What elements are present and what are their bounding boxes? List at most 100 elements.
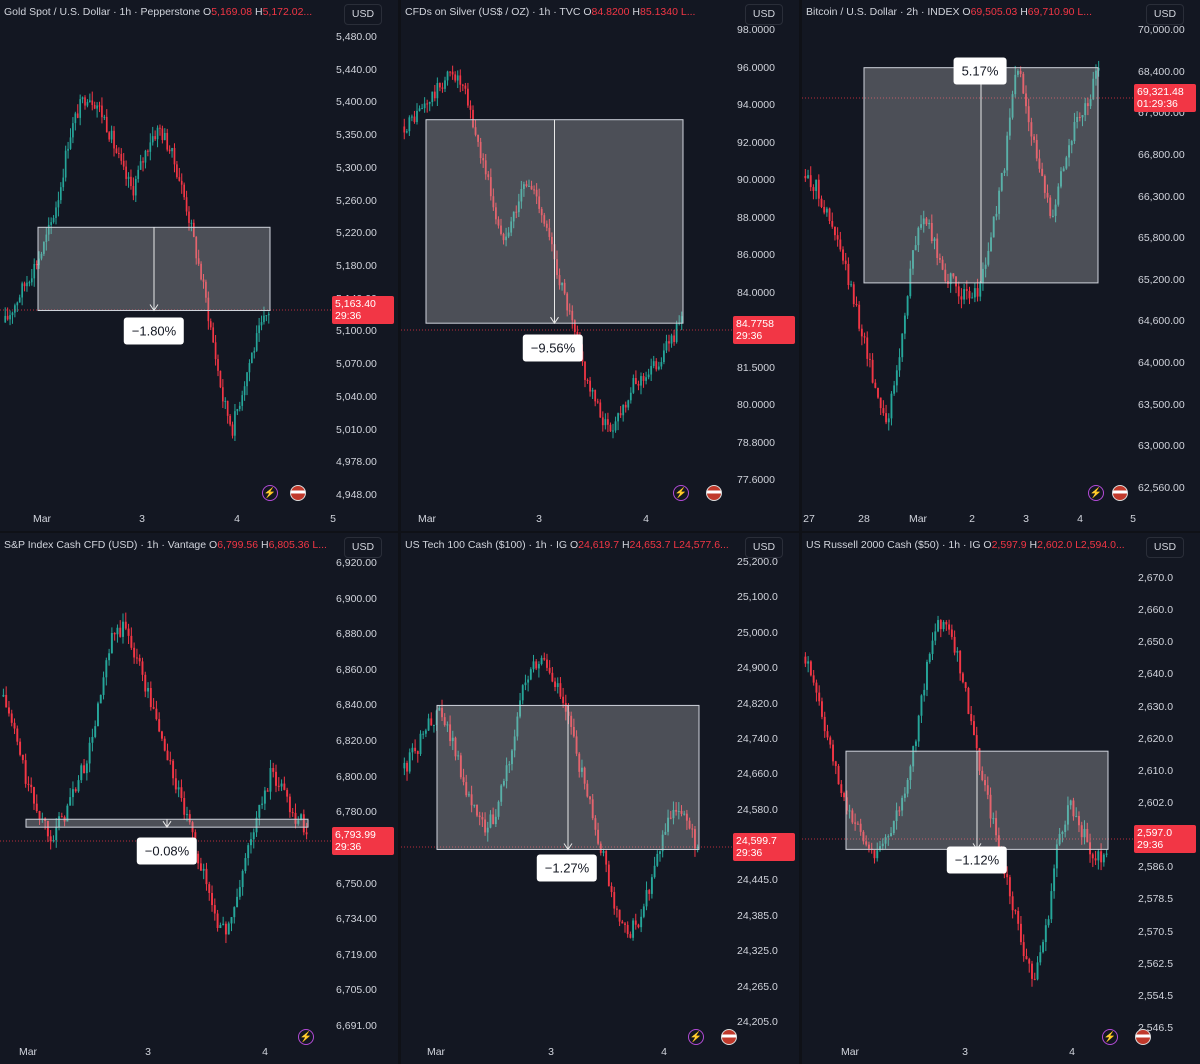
open-value: 24,619.7 — [578, 539, 620, 551]
symbol-header[interactable]: CFDs on Silver (US$ / OZ) · 1h · TVC O84… — [405, 6, 735, 18]
currency-button[interactable]: USD — [344, 4, 382, 25]
bolt-icon[interactable]: ⚡ — [673, 485, 689, 501]
candle-body — [428, 102, 431, 104]
candle-body — [46, 820, 49, 837]
currency-button[interactable]: USD — [344, 537, 382, 558]
current-price-tag: 6,793.99 29:36 — [332, 827, 394, 855]
symbol-header[interactable]: Bitcoin / U.S. Dollar · 2h · INDEX O69,5… — [806, 6, 1136, 18]
chart-panel-nasdaq[interactable]: US Tech 100 Cash ($100) · 1h · IG O24,61… — [401, 533, 799, 1064]
time-tick-label: Mar — [908, 513, 928, 525]
price-tick-label: 25,200.0 — [737, 556, 778, 568]
candles-plot[interactable] — [0, 0, 332, 510]
chart-panel-sp500[interactable]: S&P Index Cash CFD (USD) · 1h · Vantage … — [0, 533, 398, 1064]
candle-body — [967, 688, 970, 714]
price-axis[interactable]: 5,480.00 5,440.00 5,400.00 5,350.00 5,300.00… — [332, 0, 398, 531]
candle-body — [634, 920, 637, 925]
candle-body — [1092, 78, 1095, 100]
candle-body — [16, 728, 19, 742]
candles-plot[interactable] — [401, 533, 733, 1043]
us-flag-icon[interactable] — [1112, 485, 1128, 501]
candle-body — [207, 297, 210, 322]
chart-panel-silver[interactable]: CFDs on Silver (US$ / OZ) · 1h · TVC O84… — [401, 0, 799, 531]
candle-body — [21, 283, 23, 298]
currency-button[interactable]: USD — [1146, 537, 1184, 558]
high-label: H — [258, 539, 269, 551]
chart-panel-gold[interactable]: Gold Spot / U.S. Dollar · 1h · Peppersto… — [0, 0, 398, 531]
us-flag-icon[interactable] — [706, 485, 722, 501]
price-tick-label: 66,800.00 — [1138, 148, 1185, 161]
candle-body — [650, 366, 653, 375]
currency-button[interactable]: USD — [1146, 4, 1184, 25]
price-tick-label: 2,670.0 — [1138, 572, 1174, 584]
symbol-header[interactable]: S&P Index Cash CFD (USD) · 1h · Vantage … — [4, 539, 334, 551]
candle-body — [188, 211, 190, 223]
candle-body — [589, 796, 591, 800]
time-axis[interactable]: Mar 3 4 — [802, 1042, 1134, 1064]
symbol-header[interactable]: US Russell 2000 Cash ($50) · 1h · IG O2,… — [806, 539, 1136, 551]
time-tick-label: 3 — [962, 1046, 968, 1058]
candle-body — [127, 628, 130, 636]
candles-plot[interactable] — [0, 533, 332, 1043]
us-flag-icon[interactable] — [721, 1029, 737, 1045]
symbol-header[interactable]: Gold Spot / U.S. Dollar · 1h · Peppersto… — [4, 6, 334, 18]
candle-body — [222, 923, 225, 926]
price-tick-label: 5,180.00 — [336, 260, 377, 272]
candle-body — [1065, 157, 1068, 169]
price-axis[interactable]: 98.0000 96.0000 94.0000 92.0000 90.0000 88.00… — [733, 0, 799, 531]
bolt-icon[interactable]: ⚡ — [688, 1029, 704, 1045]
candle-body — [1060, 171, 1062, 187]
candle-body — [575, 736, 578, 754]
high-value: 2,602.0 L2,594.0... — [1037, 539, 1125, 551]
price-axis[interactable]: 2,670.0 2,660.0 2,650.0 2,640.0 2,630.0 2,620… — [1134, 533, 1200, 1064]
candle-body — [566, 293, 569, 311]
candle-body — [433, 91, 436, 99]
us-flag-icon[interactable] — [290, 485, 306, 501]
bolt-icon[interactable]: ⚡ — [1102, 1029, 1118, 1045]
candle-body — [52, 840, 55, 842]
bolt-icon[interactable]: ⚡ — [1088, 485, 1104, 501]
time-axis[interactable]: Mar 3 4 5 — [0, 509, 336, 531]
time-tick-label: Mar — [18, 1046, 38, 1058]
time-tick-label: 3 — [1023, 513, 1029, 525]
candles-plot[interactable] — [802, 533, 1134, 1043]
candles-plot[interactable] — [802, 0, 1134, 510]
candle-body — [255, 333, 258, 351]
candle-body — [166, 132, 169, 150]
candle-body — [842, 249, 844, 261]
candle-body — [1011, 896, 1014, 911]
candles-plot[interactable] — [401, 0, 733, 510]
candle-body — [607, 864, 610, 887]
us-flag-icon[interactable] — [1135, 1029, 1151, 1045]
price-tick-label: 24,820.0 — [737, 697, 778, 710]
candle-body — [478, 815, 481, 818]
chart-panel-bitcoin[interactable]: Bitcoin / U.S. Dollar · 2h · INDEX O69,5… — [802, 0, 1200, 531]
currency-button[interactable]: USD — [745, 4, 783, 25]
candle-body — [612, 430, 614, 432]
candle-body — [881, 843, 884, 847]
candle-body — [511, 750, 513, 765]
price-tick-label: 5,040.00 — [336, 390, 377, 403]
candle-body — [1081, 115, 1084, 118]
candle-body — [663, 350, 665, 363]
candle-body — [890, 393, 893, 419]
bolt-icon[interactable]: ⚡ — [298, 1029, 314, 1045]
price-tick-label: 2,630.0 — [1138, 700, 1174, 713]
price-axis[interactable]: 25,200.0 25,100.0 25,000.0 24,900.0 24,820.0… — [733, 533, 799, 1064]
candle-body — [149, 142, 152, 152]
candle-body — [1097, 851, 1100, 861]
price-axis[interactable]: 6,920.00 6,900.00 6,880.00 6,860.00 6,840.00… — [332, 533, 398, 1064]
candle-body — [212, 327, 215, 343]
time-axis[interactable]: Mar 3 4 — [401, 1042, 733, 1064]
time-axis[interactable]: Mar 3 4 — [401, 509, 733, 531]
candle-body — [269, 767, 272, 792]
candle-body — [470, 794, 473, 806]
candle-body — [843, 793, 846, 798]
time-axis[interactable]: Mar 3 4 — [0, 1042, 332, 1064]
candle-body — [246, 372, 248, 387]
price-axis[interactable]: 70,000.00 68,400.00 67,600.00 66,800.00 66,3… — [1134, 0, 1200, 531]
chart-panel-russell[interactable]: US Russell 2000 Cash ($50) · 1h · IG O2,… — [802, 533, 1200, 1064]
currency-button[interactable]: USD — [745, 537, 783, 558]
symbol-header[interactable]: US Tech 100 Cash ($100) · 1h · IG O24,61… — [405, 539, 735, 551]
bolt-icon[interactable]: ⚡ — [262, 485, 278, 501]
time-axis[interactable]: 27 28 Mar 2 3 4 5 — [802, 509, 1136, 531]
